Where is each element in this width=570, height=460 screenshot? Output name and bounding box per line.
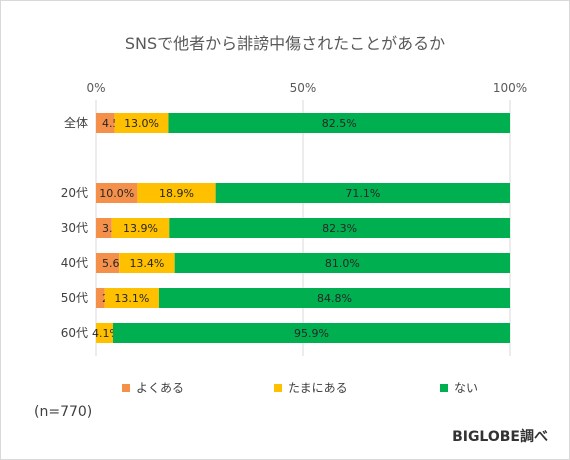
x-tick-label: 50% bbox=[290, 81, 317, 95]
bar-segment bbox=[174, 253, 510, 273]
bar-segment bbox=[158, 288, 511, 308]
sample-size-note: (n=770) bbox=[34, 404, 93, 420]
bar-segment bbox=[96, 183, 138, 203]
data-label: 95.9% bbox=[294, 327, 329, 340]
data-label: 10.0% bbox=[99, 187, 134, 200]
data-label: 82.5% bbox=[322, 117, 357, 130]
bar-segment bbox=[215, 183, 510, 203]
data-label: 13.1% bbox=[114, 292, 149, 305]
legend-swatch bbox=[122, 384, 130, 392]
legend-swatch bbox=[274, 384, 282, 392]
data-label: 71.1% bbox=[345, 187, 380, 200]
chart-title: SNSで他者から誹謗中傷されたことがあるか bbox=[124, 34, 446, 53]
legend-label: よくある bbox=[136, 381, 184, 395]
category-label: 50代 bbox=[61, 291, 88, 305]
bar-segment bbox=[119, 253, 175, 273]
bar-segment bbox=[112, 323, 510, 343]
bar-segment bbox=[96, 253, 120, 273]
data-label: 82.3% bbox=[322, 222, 357, 235]
data-label: 81.0% bbox=[325, 257, 360, 270]
legend-label: たまにある bbox=[288, 381, 348, 395]
source-credit: BIGLOBE調べ bbox=[452, 429, 548, 445]
category-label: 30代 bbox=[61, 221, 88, 235]
bar-segment bbox=[169, 218, 510, 238]
bar-segment bbox=[96, 113, 115, 133]
category-label: 20代 bbox=[61, 186, 88, 200]
category-label: 40代 bbox=[61, 256, 88, 270]
data-label: 84.8% bbox=[317, 292, 352, 305]
bar-segment bbox=[111, 218, 170, 238]
legend-label: ない bbox=[454, 381, 478, 395]
x-tick-label: 100% bbox=[493, 81, 527, 95]
bar-segment bbox=[137, 183, 216, 203]
bar-segment bbox=[114, 113, 169, 133]
bar-segment bbox=[104, 288, 159, 308]
category-label: 全体 bbox=[64, 115, 88, 130]
x-tick-label: 0% bbox=[86, 81, 105, 95]
bar-segment bbox=[168, 113, 510, 133]
bar-segment bbox=[96, 323, 113, 343]
bar-segment bbox=[96, 218, 112, 238]
data-label: 18.9% bbox=[159, 187, 194, 200]
category-label: 60代 bbox=[61, 326, 88, 340]
data-label: 13.4% bbox=[129, 257, 164, 270]
legend-swatch bbox=[440, 384, 448, 392]
data-label: 13.9% bbox=[123, 222, 158, 235]
bar-segment bbox=[96, 288, 105, 308]
data-label: 13.0% bbox=[124, 117, 159, 130]
